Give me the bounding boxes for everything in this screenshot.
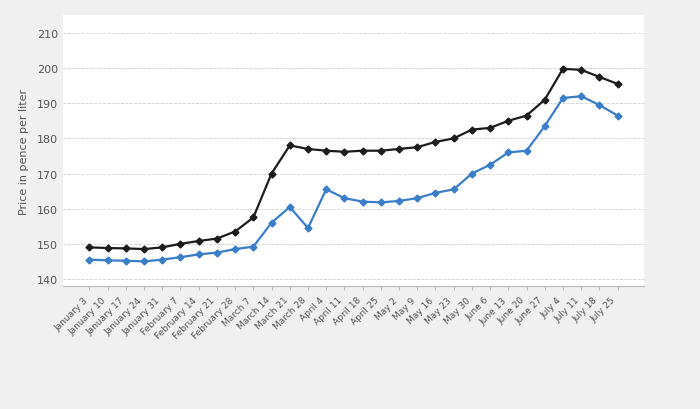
Ultra low sulfur diesel (267, 172, 276, 177)
Ultra low sulfur unleaded petrol (431, 191, 440, 196)
Ultra low sulfur diesel (140, 247, 148, 252)
Ultra low sulfur unleaded petrol (468, 172, 476, 177)
Ultra low sulfur unleaded petrol (122, 258, 130, 263)
Ultra low sulfur diesel (85, 245, 94, 250)
Ultra low sulfur diesel (595, 75, 603, 80)
Ultra low sulfur unleaded petrol (559, 96, 567, 101)
Ultra low sulfur unleaded petrol (613, 114, 622, 119)
Y-axis label: Price in pence per liter: Price in pence per liter (19, 88, 29, 214)
Ultra low sulfur diesel (540, 98, 549, 103)
Ultra low sulfur diesel (431, 140, 440, 145)
Ultra low sulfur diesel (377, 149, 385, 154)
Ultra low sulfur unleaded petrol (249, 245, 258, 249)
Ultra low sulfur diesel (613, 82, 622, 87)
Ultra low sulfur unleaded petrol (286, 205, 294, 210)
Ultra low sulfur unleaded petrol (322, 187, 330, 192)
Ultra low sulfur unleaded petrol (140, 259, 148, 264)
Ultra low sulfur diesel (413, 145, 421, 150)
Ultra low sulfur unleaded petrol (449, 187, 458, 192)
Ultra low sulfur diesel (322, 149, 330, 154)
Ultra low sulfur diesel (449, 137, 458, 142)
Ultra low sulfur unleaded petrol (358, 200, 367, 204)
Ultra low sulfur unleaded petrol (85, 258, 94, 263)
Ultra low sulfur diesel (122, 246, 130, 251)
Ultra low sulfur diesel (358, 149, 367, 154)
Ultra low sulfur diesel (340, 150, 349, 155)
Ultra low sulfur unleaded petrol (595, 103, 603, 108)
Ultra low sulfur unleaded petrol (504, 151, 512, 155)
Ultra low sulfur unleaded petrol (304, 226, 312, 231)
Ultra low sulfur diesel (504, 119, 512, 124)
Ultra low sulfur diesel (559, 67, 567, 72)
Ultra low sulfur unleaded petrol (577, 94, 585, 99)
Ultra low sulfur diesel (304, 147, 312, 152)
Ultra low sulfur diesel (468, 128, 476, 133)
Ultra low sulfur unleaded petrol (195, 252, 203, 257)
Ultra low sulfur diesel (104, 246, 112, 251)
Line: Ultra low sulfur unleaded petrol: Ultra low sulfur unleaded petrol (87, 94, 620, 264)
Ultra low sulfur diesel (522, 114, 531, 119)
Ultra low sulfur diesel (395, 147, 403, 152)
Ultra low sulfur diesel (176, 242, 185, 247)
Ultra low sulfur unleaded petrol (413, 196, 421, 201)
Ultra low sulfur unleaded petrol (540, 124, 549, 129)
Ultra low sulfur diesel (577, 68, 585, 73)
Ultra low sulfur diesel (195, 239, 203, 244)
Ultra low sulfur unleaded petrol (213, 251, 221, 256)
Ultra low sulfur diesel (231, 229, 239, 234)
Ultra low sulfur diesel (213, 236, 221, 241)
Ultra low sulfur diesel (286, 144, 294, 148)
Ultra low sulfur unleaded petrol (104, 258, 112, 263)
Ultra low sulfur diesel (158, 245, 167, 250)
Ultra low sulfur unleaded petrol (158, 258, 167, 263)
Ultra low sulfur diesel (486, 126, 494, 131)
Ultra low sulfur unleaded petrol (267, 221, 276, 226)
Ultra low sulfur diesel (249, 216, 258, 220)
Ultra low sulfur unleaded petrol (486, 163, 494, 168)
Ultra low sulfur unleaded petrol (377, 200, 385, 205)
Ultra low sulfur unleaded petrol (395, 199, 403, 204)
Ultra low sulfur unleaded petrol (231, 247, 239, 252)
Ultra low sulfur unleaded petrol (176, 255, 185, 260)
Line: Ultra low sulfur diesel: Ultra low sulfur diesel (87, 67, 620, 252)
Ultra low sulfur unleaded petrol (522, 149, 531, 154)
Ultra low sulfur unleaded petrol (340, 196, 349, 201)
